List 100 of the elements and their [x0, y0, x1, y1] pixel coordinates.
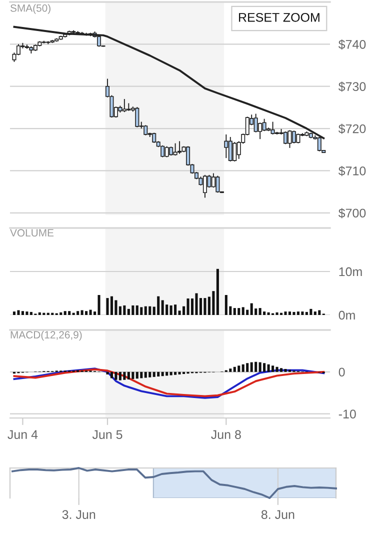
bar [76, 311, 80, 315]
candlestick [224, 134, 228, 159]
bar [110, 296, 113, 315]
bar [64, 311, 66, 315]
bar [288, 312, 292, 315]
bar [166, 372, 168, 376]
bar [224, 294, 228, 315]
candlestick [178, 140, 182, 154]
annotation: RESET ZOOM [239, 12, 320, 22]
bar [314, 312, 316, 315]
bar [267, 312, 270, 315]
candlestick [228, 136, 232, 162]
bar [233, 366, 236, 372]
bar [174, 304, 177, 315]
y-tick-label: 10m [339, 267, 362, 276]
bar [98, 294, 100, 315]
bar [258, 362, 262, 372]
bar [178, 310, 181, 315]
candlestick [288, 130, 292, 148]
candlestick [232, 142, 237, 162]
chart-title: VOLUME [10, 229, 54, 237]
candlestick [262, 118, 266, 132]
bar [157, 372, 160, 377]
bar [216, 268, 219, 315]
chart-title: SMA(50) [10, 4, 50, 14]
candlestick [211, 172, 216, 188]
bar [318, 310, 321, 315]
x-tick-label: Jun 8 [211, 430, 241, 439]
bar [284, 368, 287, 372]
bar [204, 298, 206, 315]
bar [242, 307, 244, 315]
bar [272, 366, 274, 372]
bar [178, 372, 181, 374]
bar [136, 305, 138, 315]
bar [132, 372, 134, 380]
bar [246, 363, 249, 372]
bar [68, 311, 71, 315]
candlestick [202, 174, 207, 198]
bar [148, 306, 152, 315]
bar [161, 300, 164, 315]
bar [118, 306, 122, 315]
y-tick-label: $730 [338, 82, 366, 92]
bar [132, 305, 134, 315]
bar [170, 305, 172, 315]
x-tick-label: Jun 5 [92, 430, 122, 439]
bar [60, 312, 62, 315]
bar [238, 366, 240, 372]
x-tick-label: Jun 4 [8, 430, 38, 439]
chart-title: MACD(12,26,9) [10, 330, 82, 341]
bar [174, 372, 177, 375]
bar [30, 312, 32, 315]
candlestick [292, 130, 296, 144]
x-tick-label: 3. Jun [62, 510, 96, 519]
bar [292, 312, 296, 315]
bar [148, 372, 152, 378]
bar [123, 305, 126, 315]
bar [89, 310, 92, 315]
bar [246, 310, 249, 315]
bar [242, 364, 244, 372]
bar [85, 311, 88, 315]
bar [284, 312, 287, 315]
bar [38, 312, 41, 315]
bar [296, 312, 300, 315]
bar [310, 308, 312, 315]
bar [170, 372, 172, 376]
bar [305, 312, 308, 315]
bar [157, 296, 160, 315]
bar [26, 312, 28, 315]
candlestick [283, 131, 288, 145]
bar [212, 291, 215, 315]
bar [186, 298, 190, 315]
bar [280, 368, 283, 372]
y-tick-label: -10 [338, 410, 356, 418]
bar [229, 368, 232, 372]
bar [118, 372, 122, 380]
y-tick-label: $700 [338, 208, 366, 218]
bar [114, 300, 118, 315]
bar [21, 311, 24, 315]
candlestick [122, 98, 126, 113]
candlestick [16, 44, 20, 56]
bar [233, 308, 236, 315]
bar [258, 308, 262, 315]
bar [263, 312, 266, 315]
bar [195, 293, 198, 315]
bar [152, 372, 156, 377]
bar [106, 298, 109, 315]
bar [263, 363, 266, 372]
bar [161, 372, 164, 376]
candlestick [270, 121, 275, 135]
bar [254, 362, 258, 372]
bar [144, 306, 147, 315]
bar [127, 308, 130, 315]
bar [140, 307, 143, 315]
bar [301, 312, 304, 315]
bar [140, 372, 143, 378]
bar [238, 308, 240, 315]
bar [136, 372, 138, 379]
bar [276, 312, 278, 315]
bar [80, 310, 84, 315]
candlestick [135, 106, 140, 128]
